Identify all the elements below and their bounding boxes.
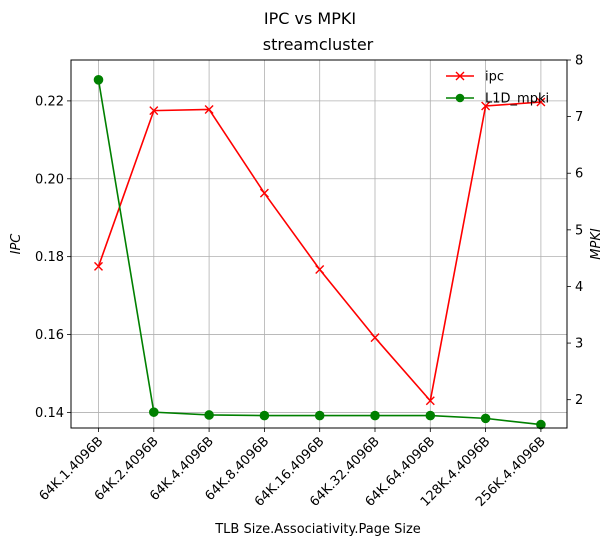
data-point-ipc bbox=[204, 104, 214, 114]
y-tick-label-left: 0.16 bbox=[35, 328, 64, 343]
y-axis-label-left: IPC bbox=[9, 233, 24, 255]
legend-marker-ipc bbox=[455, 71, 465, 81]
data-point-ipc bbox=[315, 265, 325, 275]
y-tick-label-left: 0.22 bbox=[35, 94, 64, 109]
data-point-L1D_mpki bbox=[480, 413, 491, 424]
plot-frame bbox=[70, 59, 568, 429]
x-axis-label: TLB Size.Associativity.Page Size bbox=[214, 522, 421, 537]
chart-suptitle: IPC vs MPKI bbox=[264, 9, 356, 28]
data-point-L1D_mpki bbox=[314, 410, 325, 421]
y-tick-label-right: 5 bbox=[575, 223, 583, 238]
y-tick-label-left: 0.18 bbox=[35, 250, 64, 265]
data-point-ipc bbox=[425, 396, 435, 406]
legend-marker-L1D_mpki bbox=[455, 93, 465, 103]
legend-label-ipc: ipc bbox=[485, 70, 504, 85]
data-point-L1D_mpki bbox=[204, 410, 214, 420]
data-point-ipc bbox=[536, 97, 546, 107]
y-tick-label-right: 2 bbox=[575, 393, 583, 408]
data-point-L1D_mpki bbox=[425, 410, 436, 421]
y-tick-label-left: 0.20 bbox=[35, 172, 64, 187]
data-point-ipc bbox=[370, 333, 380, 343]
data-point-ipc bbox=[259, 188, 269, 198]
data-point-ipc bbox=[94, 261, 103, 271]
data-point-L1D_mpki bbox=[370, 410, 380, 421]
chart-title: streamcluster bbox=[263, 35, 374, 54]
data-point-ipc bbox=[481, 101, 491, 111]
y-tick-label-left: 0.14 bbox=[35, 406, 64, 421]
legend-label-L1D_mpki: L1D_mpki bbox=[485, 92, 549, 107]
y-tick-label-right: 3 bbox=[575, 337, 583, 352]
y-axis-label-right: MPKI bbox=[589, 228, 604, 260]
y-tick-label-right: 7 bbox=[575, 110, 583, 125]
data-point-ipc bbox=[149, 106, 159, 116]
series-layer bbox=[93, 75, 546, 430]
y-tick-label-right: 4 bbox=[575, 280, 583, 295]
data-point-L1D_mpki bbox=[93, 75, 104, 85]
y-tick-label-right: 6 bbox=[575, 167, 583, 182]
data-point-L1D_mpki bbox=[149, 407, 159, 417]
legend: ipc L1D_mpki bbox=[446, 70, 549, 107]
data-point-L1D_mpki bbox=[259, 410, 270, 421]
y-tick-label-right: 8 bbox=[575, 54, 583, 69]
